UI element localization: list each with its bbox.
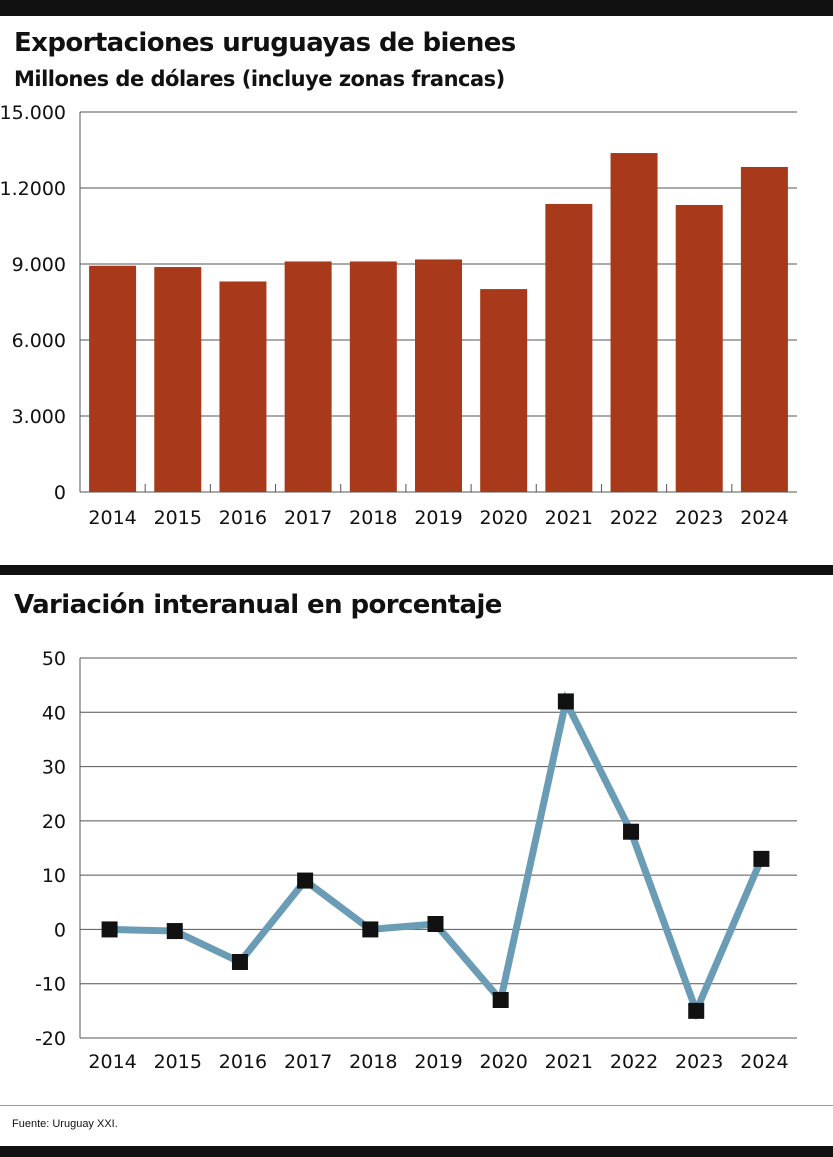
data-point [557,693,574,710]
y-tick-label: 3.000 [12,406,66,428]
x-tick-label: 2024 [740,1051,788,1073]
y-tick-label: 6.000 [12,330,66,352]
bar [740,166,788,492]
x-tick-label: 2018 [349,1051,397,1073]
data-point [362,921,379,938]
data-point [297,872,314,889]
bar [545,203,593,492]
x-tick-label: 2016 [219,507,267,529]
y-tick-label: 40 [42,702,66,724]
x-tick-label: 2023 [675,1051,723,1073]
chart-subtitle-exports: Millones de dólares (incluye zonas franc… [14,67,505,91]
x-tick-label: 2015 [154,507,202,529]
y-tick-label: 15.000 [0,102,66,124]
x-tick-label: 2016 [219,1051,267,1073]
x-tick-label: 2020 [480,507,528,529]
data-point [427,916,444,932]
bar [480,289,528,492]
bar-chart: 0 3.000 6.000 9.000 1.2000 15.000 2014 2015 2016… [0,102,797,529]
chart-title-variation: Variación interanual en porcentaje [14,590,502,620]
bar [415,259,462,492]
y-tick-label: -20 [35,1028,66,1050]
x-tick-label: 2023 [675,507,723,529]
x-tick-label: 2024 [740,507,788,529]
y-tick-label: 30 [42,757,66,779]
data-point [623,823,640,840]
data-point [101,921,118,938]
x-tick-label: 2019 [414,507,462,529]
bar [219,281,267,492]
series-line [109,690,765,1021]
chart-title-exports: Exportaciones uruguayas de bienes [14,28,516,58]
data-point [492,992,509,1008]
bar [284,261,332,492]
source-note: Fuente: Uruguay XXI. [12,1118,118,1130]
y-tick-label: 1.2000 [0,178,66,200]
x-tick-label: 2020 [480,1051,528,1073]
x-tick-label: 2022 [610,507,658,529]
y-tick-label: 9.000 [12,254,66,276]
bar [154,267,202,492]
y-tick-label: 10 [42,865,66,887]
x-tick-label: 2014 [88,507,136,529]
x-tick-label: 2017 [284,507,332,529]
x-tick-label: 2022 [610,1051,658,1073]
data-point [753,850,770,867]
y-tick-label: -10 [35,974,66,996]
x-tick-label: 2019 [414,1051,462,1073]
line-chart: -20 -10 0 10 20 30 40 50 2014 2015 2016 2017 2018 201… [35,648,797,1073]
x-tick-label: 2021 [545,507,593,529]
y-tick-label: 0 [54,919,66,941]
bar [675,204,723,492]
bar [89,265,137,492]
x-tick-label: 2021 [545,1051,593,1073]
bar [349,261,397,492]
top-rule [0,0,833,16]
data-point [688,1002,705,1019]
x-tick-label: 2018 [349,507,397,529]
x-tick-label: 2017 [284,1051,332,1073]
middle-rule [0,565,833,575]
bottom-rule [0,1146,833,1157]
x-tick-label: 2014 [88,1051,136,1073]
x-tick-label: 2015 [154,1051,202,1073]
data-point [166,923,183,940]
bar [610,153,658,492]
y-tick-label: 50 [42,648,66,670]
data-point [231,954,248,970]
y-tick-label: 20 [42,811,66,833]
y-tick-label: 0 [54,482,66,504]
source-divider [0,1105,833,1106]
